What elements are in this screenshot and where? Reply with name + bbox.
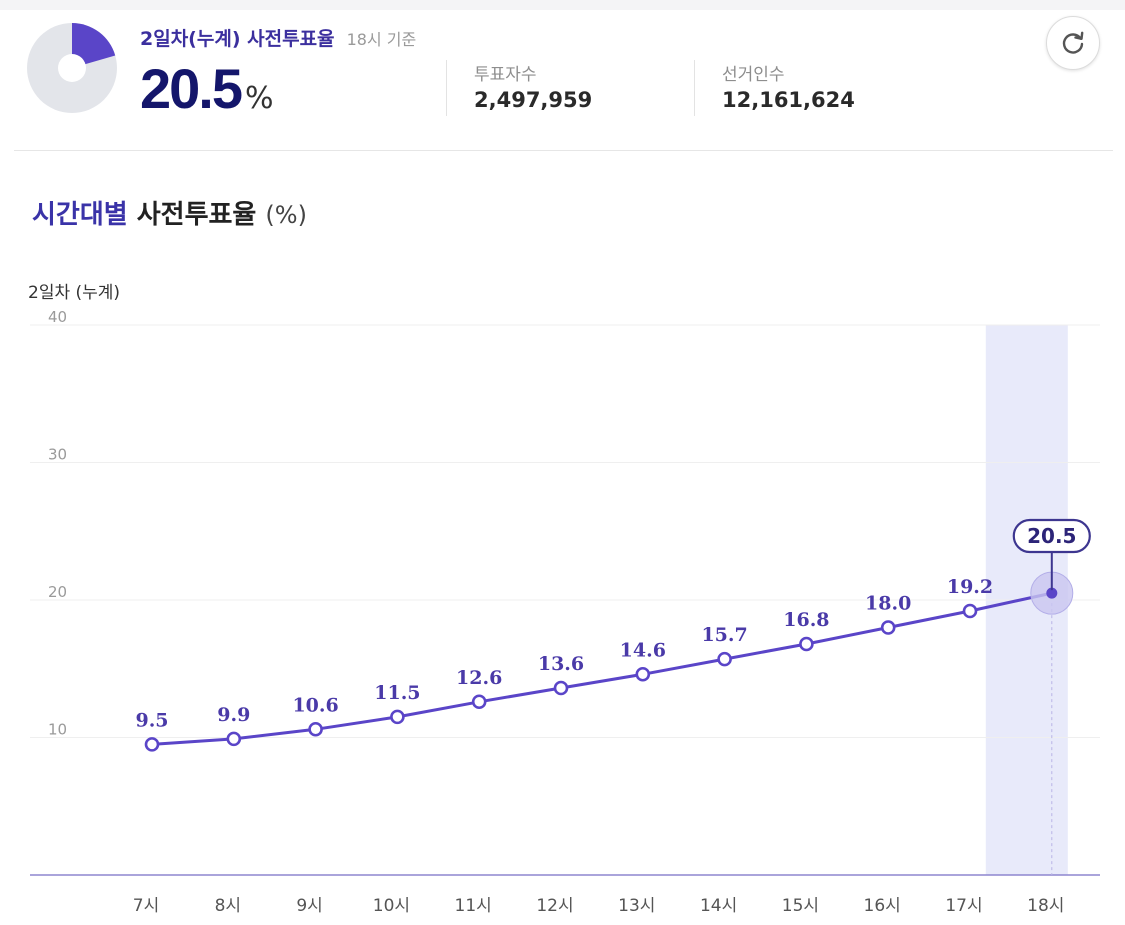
x-tick-label: 13시: [618, 896, 655, 916]
refresh-icon: [1062, 31, 1084, 54]
stat-voters-value: 2,497,959: [474, 88, 593, 112]
y-tick-label: 40: [48, 308, 67, 326]
x-tick-label: 11시: [455, 896, 492, 916]
data-label: 11.5: [374, 682, 420, 704]
data-label: 9.9: [217, 704, 250, 726]
x-tick-label: 17시: [945, 896, 982, 916]
x-tick-label: 7시: [133, 896, 159, 916]
stat-electorate-label: 선거인수: [722, 65, 785, 85]
data-point[interactable]: [144, 737, 160, 752]
data-label: 19.2: [947, 576, 993, 598]
section-divider: [14, 150, 1113, 151]
data-point[interactable]: [553, 680, 569, 696]
section-title-rest: 사전투표율: [136, 200, 257, 230]
data-point[interactable]: [635, 666, 651, 682]
chart-subtitle: 2일차 (누계): [28, 283, 121, 303]
turnout-pie-slice: [72, 23, 116, 68]
headline-row: 2일차(누계) 사전투표율 18시 기준: [140, 24, 416, 51]
series-line: [150, 591, 1054, 746]
section-title-accent: 시간대별: [32, 200, 128, 230]
data-label: 16.8: [783, 609, 829, 631]
x-tick-label: 8시: [215, 896, 241, 916]
data-label: 14.6: [620, 639, 666, 661]
y-tick-label: 10: [48, 721, 67, 739]
data-point[interactable]: [1046, 587, 1058, 599]
x-tick-label: 15시: [782, 896, 819, 916]
data-label: 12.6: [456, 667, 502, 689]
stat-voters-label: 투표자수: [474, 65, 537, 85]
stat-electorate-value: 12,161,624: [722, 88, 855, 112]
turnout-pie-icon: [27, 23, 117, 113]
turnout-rate: 20.5%: [140, 56, 274, 121]
data-point[interactable]: [226, 731, 242, 747]
stat-divider: [694, 60, 695, 116]
data-point[interactable]: [308, 721, 323, 737]
data-label: 10.6: [292, 694, 338, 716]
x-tick-label: 14시: [700, 896, 737, 916]
data-label: 13.6: [538, 653, 584, 675]
headline-title: 2일차(누계) 사전투표율: [140, 28, 335, 50]
data-label: 9.5: [135, 709, 168, 731]
y-tick-label: 30: [48, 446, 67, 464]
data-label: 20.5: [1027, 524, 1076, 548]
data-label: 15.7: [701, 624, 747, 646]
y-tick-label: 20: [48, 583, 67, 601]
top-strip: [0, 0, 1125, 10]
refresh-button[interactable]: [1046, 16, 1100, 70]
data-point[interactable]: [799, 636, 814, 652]
data-point[interactable]: [390, 709, 405, 725]
section-title-unit: (%): [265, 201, 307, 229]
headline-basis: 18시 기준: [346, 30, 417, 49]
data-label: 18.0: [865, 593, 911, 615]
x-tick-label: 18시: [1027, 896, 1064, 916]
data-point[interactable]: [962, 603, 978, 619]
turnout-rate-unit: %: [245, 81, 274, 116]
section-title: 시간대별 사전투표율 (%): [32, 194, 307, 231]
callout-bubble: [1012, 518, 1091, 554]
stat-divider: [446, 60, 447, 116]
x-tick-label: 10시: [373, 896, 410, 916]
x-tick-label: 12시: [536, 896, 573, 916]
data-point[interactable]: [880, 620, 896, 635]
data-point[interactable]: [471, 694, 487, 710]
x-tick-label: 9시: [296, 896, 322, 916]
data-point[interactable]: [717, 651, 732, 667]
x-tick-label: 16시: [864, 896, 901, 916]
turnout-rate-value: 20.5: [140, 57, 243, 120]
